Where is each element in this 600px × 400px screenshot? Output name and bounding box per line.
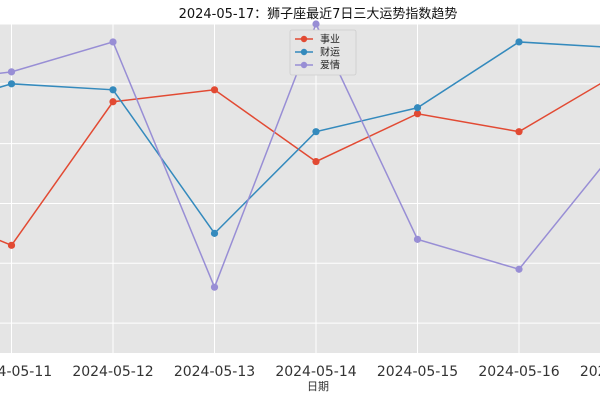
data-point [515, 128, 523, 136]
series-line [0, 83, 600, 247]
x-tick-label: 2024-05-13 [174, 364, 255, 380]
data-point [413, 235, 422, 243]
data-point [210, 283, 219, 291]
data-point [109, 98, 117, 106]
data-point [413, 104, 422, 112]
legend-label: 财运 [320, 46, 340, 59]
grid-layer [0, 23, 600, 353]
series-line [0, 22, 600, 290]
data-point [312, 20, 320, 28]
x-tick-label: 2024-05-14 [275, 364, 356, 380]
x-tick-label: 2024-05-11 [0, 364, 52, 380]
x-tick-label: 2024-05-15 [377, 364, 458, 380]
data-point [109, 86, 117, 94]
plot-area [0, 24, 600, 353]
legend-marker [300, 48, 308, 56]
data-point [515, 265, 523, 273]
x-tick-label: 2024-05-17 [580, 364, 600, 380]
data-point [515, 38, 523, 46]
data-point [413, 110, 422, 118]
x-tick-label: 2024-05-16 [478, 364, 559, 380]
data-point [210, 86, 219, 94]
data-point [7, 68, 16, 76]
data-point [210, 229, 219, 237]
series-layer [0, 20, 600, 291]
legend-label: 爱情 [320, 59, 340, 72]
data-point [109, 38, 117, 46]
data-point [7, 241, 16, 249]
x-axis-label: 日期 [307, 380, 329, 393]
legend-marker [300, 61, 308, 69]
legend-label: 事业 [320, 33, 340, 46]
x-axis-ticks: 2024-05-102024-05-112024-05-122024-05-13… [0, 364, 600, 380]
series-line [0, 41, 600, 235]
data-point [312, 157, 320, 166]
data-point [312, 128, 320, 136]
x-tick-label: 2024-05-12 [72, 364, 153, 380]
data-point [7, 80, 16, 88]
chart-title: 2024-05-17：狮子座最近7日三大运势指数趋势 [179, 6, 458, 22]
legend-marker [300, 35, 308, 43]
